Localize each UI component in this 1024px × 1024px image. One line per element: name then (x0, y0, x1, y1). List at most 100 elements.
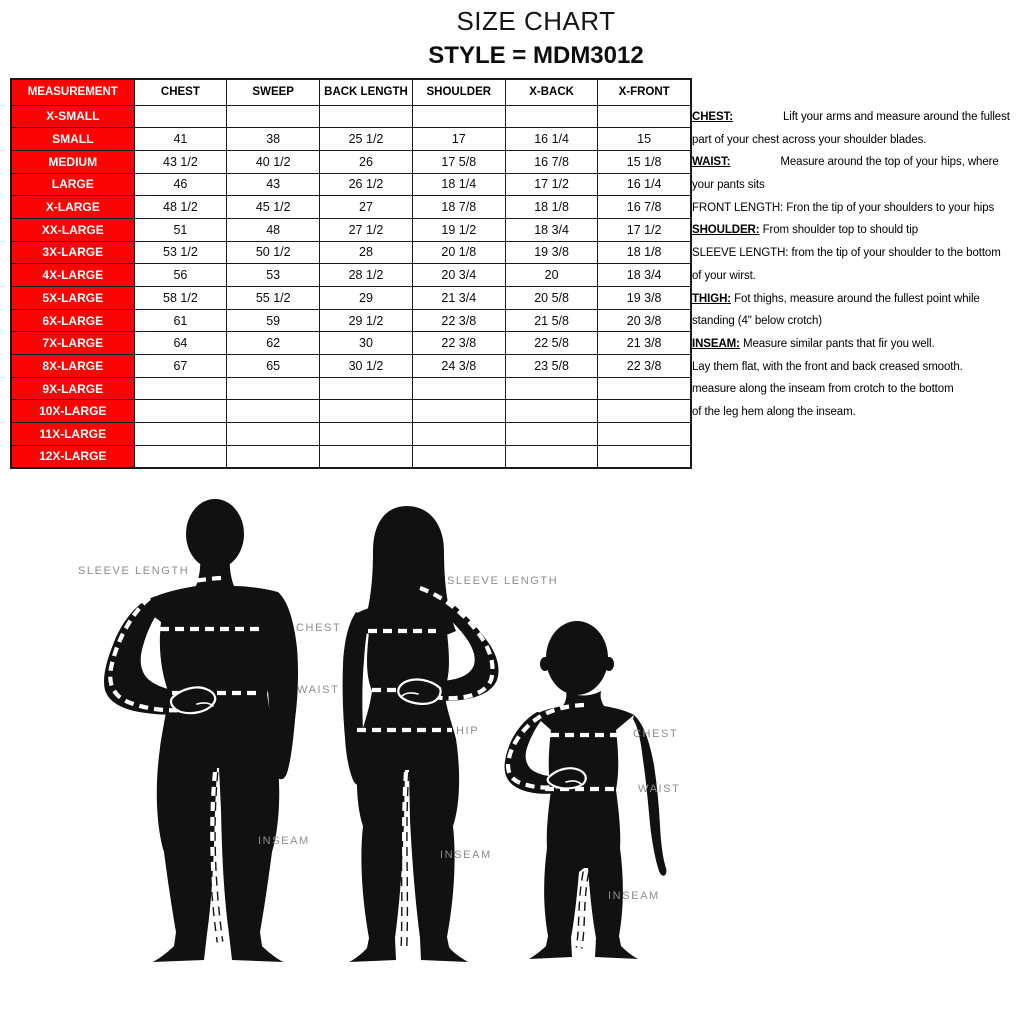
table-row: 12X-LARGE (10, 444, 692, 469)
size-label-cell: X-SMALL (10, 104, 135, 129)
instruction-term: FRONT LENGTH: (692, 201, 784, 214)
sleeve-length-label-woman: SLEEVE LENGTH (447, 575, 559, 587)
measurement-value-cell: 17 1/2 (597, 217, 692, 242)
measurement-value-cell: 30 1/2 (319, 354, 413, 378)
size-label-cell: 7X-LARGE (10, 331, 135, 356)
woman-hand-outline (397, 678, 442, 705)
man-sleeve-dash (108, 575, 222, 713)
measurement-value-cell: 43 1/2 (133, 149, 228, 174)
table-row: LARGE 46 43 26 1/2 18 1/4 17 1/2 16 1/4 (10, 172, 692, 197)
size-label-cell: LARGE (10, 172, 135, 197)
instruction-term: CHEST: (692, 111, 733, 123)
table-header-row: MEASUREMENT CHEST SWEEP BACK LENGTH SHOULDER… (10, 78, 692, 106)
size-label-cell: XX-LARGE (10, 217, 135, 242)
measurement-value-cell: 16 1/4 (597, 172, 692, 197)
instruction-line: SHOULDER: From shoulder top to should ti… (692, 224, 919, 237)
chest-label-man: CHEST (296, 622, 342, 634)
man-hand-outline (169, 686, 217, 715)
inseam-label-woman: INSEAM (440, 849, 492, 861)
instruction-line: of the leg hem along the inseam. (692, 405, 856, 418)
measurement-value-cell: 22 3/8 (411, 331, 506, 356)
inseam-label-child: INSEAM (608, 890, 660, 902)
woman-inseam-dash (401, 771, 409, 947)
measurement-value-cell: 17 5/8 (411, 149, 506, 174)
table-row: 7X-LARGE 64 62 30 22 3/8 22 5/8 21 3/8 (10, 331, 692, 356)
man-head (186, 499, 244, 569)
measurement-value-cell: 65 (226, 354, 321, 378)
column-header: X-BACK (504, 78, 599, 106)
man-body (139, 556, 284, 962)
instruction-line: measure along the inseam from crotch to … (692, 383, 954, 396)
waist-label-child: WAIST (638, 783, 681, 795)
size-label-cell: 8X-LARGE (10, 354, 135, 378)
instruction-line: WAIST: Measure around the top of your hip… (692, 156, 999, 169)
instruction-term: SHOULDER: (692, 224, 760, 237)
table-row: 8X-LARGE 67 65 30 1/2 24 3/8 23 5/8 22 3/8 (10, 354, 692, 378)
measurement-value-cell: 20 3/8 (597, 308, 692, 333)
size-label-cell: 4X-LARGE (10, 263, 135, 287)
measurement-value-cell: 15 1/8 (597, 149, 692, 174)
instruction-line: THIGH: Fot thighs, measure around the fu… (692, 292, 980, 305)
measurement-value-cell: 24 3/8 (411, 354, 506, 378)
page-title: SIZE CHART (456, 6, 616, 36)
measurement-value-cell: 22 3/8 (597, 354, 692, 378)
man-silhouette (104, 499, 299, 962)
woman-bent-arm (411, 590, 499, 701)
instruction-line: part of your chest across your shoulder … (692, 133, 927, 146)
size-label-cell: 6X-LARGE (10, 308, 135, 333)
instruction-line: INSEAM: Measure similar pants that fir y… (692, 337, 935, 350)
size-label-cell: 12X-LARGE (10, 444, 135, 469)
sleeve-length-label-man: SLEEVE LENGTH (78, 565, 190, 577)
table-row: 11X-LARGE (10, 422, 692, 446)
size-label-cell: 9X-LARGE (10, 376, 135, 401)
size-label-cell: 3X-LARGE (10, 240, 135, 265)
waist-label-man: WAIST (297, 684, 340, 696)
size-label-cell: 11X-LARGE (10, 422, 135, 446)
table-header: MEASUREMENT CHEST SWEEP BACK LENGTH SHOULDER… (10, 78, 692, 106)
measurement-value-cell: 41 (133, 127, 228, 151)
instruction-line: of your wirst. (692, 269, 756, 282)
man-hanging-arm (264, 592, 299, 780)
style-subtitle: STYLE = MDM3012 (428, 42, 644, 69)
measurement-value-cell: 50 1/2 (226, 240, 321, 265)
table-body: X-SMALL SMALL 41 38 25 1/2 17 16 1/4 15 MEDIUM 43… (10, 104, 692, 469)
measurement-value-cell: 16 1/4 (504, 127, 599, 151)
instruction-line: Lay them flat, with the front and back c… (692, 360, 963, 373)
woman-finger-line (401, 692, 419, 697)
child-finger-line (565, 780, 582, 785)
instruction-line: your pants sits (692, 179, 765, 192)
child-hand-outline (546, 767, 587, 790)
child-silhouette (504, 621, 667, 959)
instruction-line: standing (4" below crotch) (692, 315, 822, 328)
child-ear-right (604, 657, 614, 671)
column-header-measurement: MEASUREMENT (10, 78, 135, 106)
table-row: SMALL 41 38 25 1/2 17 16 1/4 15 (10, 127, 692, 151)
measurement-value-cell: 27 1/2 (319, 217, 413, 242)
child-head (546, 621, 608, 695)
woman-hanging-arm (342, 612, 370, 785)
instruction-line: FRONT LENGTH: Fron the tip of your shoul… (692, 201, 995, 214)
woman-body (349, 601, 468, 962)
woman-silhouette (342, 506, 499, 962)
size-label-cell: SMALL (10, 127, 135, 151)
measurement-value-cell: 23 5/8 (504, 354, 599, 378)
child-bent-arm (504, 712, 578, 794)
child-ear-left (540, 657, 550, 671)
hip-label-woman: HIP (456, 725, 480, 737)
column-header: SWEEP (226, 78, 321, 106)
measurement-value-cell: 26 (319, 149, 413, 174)
measurement-instructions: CHEST: Lift your arms and measure around … (692, 106, 1024, 424)
measurement-value-cell (597, 444, 692, 469)
instruction-term: WAIST: (692, 156, 731, 169)
man-inseam-dash (210, 771, 223, 943)
man-bent-arm (104, 599, 216, 715)
instruction-line: CHEST: Lift your arms and measure around … (692, 111, 1010, 123)
chest-label-child: CHEST (633, 728, 679, 740)
measurement-value-cell: 22 3/8 (411, 308, 506, 333)
column-header: CHEST (133, 78, 228, 106)
table-row: 9X-LARGE (10, 376, 692, 401)
measurement-value-cell: 58 1/2 (133, 286, 228, 310)
inseam-label-man: INSEAM (258, 835, 310, 847)
